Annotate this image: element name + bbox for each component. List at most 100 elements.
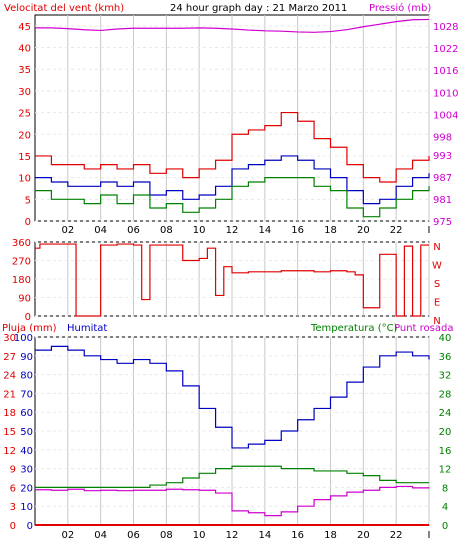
pressure-tick-label: 981: [433, 195, 452, 206]
wind-tick-label: 0: [25, 217, 31, 228]
time-tick-label: 02: [61, 530, 74, 541]
rain-tick-label: 6: [10, 483, 16, 494]
time-tick-label: I: [428, 530, 431, 541]
rain-tick-label: 0: [10, 521, 16, 532]
pressure-axis-title: Pressió (mb): [369, 2, 431, 14]
time-tick-label: 20: [357, 530, 370, 541]
wind-tick-label: 20: [18, 130, 31, 141]
time-tick-label: 08: [160, 530, 173, 541]
temperature-series: [35, 465, 429, 488]
temperature-tick-label: 0: [442, 521, 448, 532]
rain-tick-label: 12: [3, 446, 16, 457]
wind-tick-label: 10: [18, 174, 31, 185]
wind-tick-label: 45: [18, 22, 31, 33]
direction-tick-label: 90: [18, 294, 31, 305]
wind-tick-label: 30: [18, 87, 31, 98]
time-tick-label: 10: [193, 225, 206, 236]
pressure-tick-label: 993: [433, 151, 452, 162]
time-tick-label: 18: [324, 225, 337, 236]
humidity-axis-title: Humitat: [67, 323, 107, 334]
time-tick-label: 14: [258, 225, 271, 236]
time-tick-label: I: [428, 225, 431, 236]
temperature-tick-label: 32: [439, 371, 452, 382]
humidity-tick-label: 80: [20, 371, 33, 382]
time-tick-label: 04: [94, 225, 107, 236]
temperature-tick-label: 20: [439, 427, 452, 438]
wind-axis-title: Velocitat del vent (kmh): [4, 3, 124, 14]
humidity-tick-label: 60: [20, 408, 33, 419]
time-tick-label: 12: [226, 225, 239, 236]
time-tick-label: 22: [390, 530, 403, 541]
compass-label: N: [433, 242, 440, 253]
humidity-tick-label: 100: [14, 333, 33, 344]
rain-tick-label: 24: [3, 371, 16, 382]
time-tick-label: 08: [160, 225, 173, 236]
direction-tick-label: 180: [12, 275, 31, 286]
pressure-tick-label: 987: [433, 173, 452, 184]
humidity-tick-label: 10: [20, 502, 33, 513]
rain-tick-label: 18: [3, 408, 16, 419]
time-tick-label: 12: [226, 530, 239, 541]
time-tick-label: 16: [291, 530, 304, 541]
humidity-tick-label: 0: [27, 521, 33, 532]
direction-tick-label: 360: [12, 238, 31, 249]
rain-tick-label: 9: [10, 465, 16, 476]
humidity-tick-label: 50: [20, 427, 33, 438]
compass-label: E: [434, 298, 440, 309]
time-tick-label: 06: [127, 225, 140, 236]
pressure-tick-label: 1004: [433, 110, 458, 121]
pressure-tick-label: 1016: [433, 66, 458, 77]
time-tick-label: 16: [291, 225, 304, 236]
direction-tick-label: 270: [12, 257, 31, 268]
rain-tick-label: 30: [3, 333, 16, 344]
temperature-tick-label: 4: [442, 502, 448, 513]
temperature-tick-label: 24: [439, 408, 452, 419]
dewpoint-series: [35, 485, 430, 517]
time-tick-label: 22: [390, 225, 403, 236]
time-tick-label: 18: [324, 530, 337, 541]
direction-series: [35, 243, 429, 317]
humidity-tick-label: 40: [20, 446, 33, 457]
time-tick-label: 06: [127, 530, 140, 541]
humidity-tick-label: 90: [20, 352, 33, 363]
humidity-tick-label: 70: [20, 389, 33, 400]
rain-axis-title: Pluja (mm): [2, 323, 57, 334]
temperature-tick-label: 40: [439, 333, 452, 344]
direction-tick-label: 0: [25, 312, 31, 323]
time-tick-label: 04: [94, 530, 107, 541]
humidity-series: [35, 345, 430, 449]
compass-label: S: [434, 279, 440, 290]
rain-tick-label: 3: [10, 502, 16, 513]
temperature-tick-label: 8: [442, 483, 448, 494]
pressure-tick-label: 998: [433, 132, 452, 143]
wind-tick-label: 40: [18, 44, 31, 55]
temperature-tick-label: 28: [439, 389, 452, 400]
pressure-series: [35, 18, 430, 33]
pressure-tick-label: 1028: [433, 22, 458, 33]
humidity-tick-label: 30: [20, 465, 33, 476]
chart-title: 24 hour graph day : 21 Marzo 2011: [170, 3, 347, 14]
pressure-tick-label: 1010: [433, 88, 458, 99]
compass-label: W: [432, 261, 442, 272]
pressure-tick-label: 1022: [433, 44, 458, 55]
temperature-tick-label: 12: [439, 465, 452, 476]
time-tick-label: 02: [61, 225, 74, 236]
wind-tick-label: 5: [25, 195, 31, 206]
wind_avg2-series: [35, 177, 430, 218]
wind-tick-label: 15: [18, 152, 31, 163]
wind_gust-series: [35, 111, 430, 183]
wind-tick-label: 25: [18, 109, 31, 120]
compass-label: N: [433, 316, 440, 327]
time-tick-label: 14: [258, 530, 271, 541]
dewpoint-axis-title: Punt rosada: [394, 323, 453, 334]
time-tick-label: 10: [193, 530, 206, 541]
rain-tick-label: 27: [3, 352, 16, 363]
wind-tick-label: 35: [18, 65, 31, 76]
humidity-tick-label: 20: [20, 483, 33, 494]
temperature-tick-label: 36: [439, 352, 452, 363]
temperature-axis-title: Temperatura (°C): [310, 323, 398, 334]
plot-layer: 0510152025303540459759819879939981004101…: [3, 14, 458, 541]
temperature-tick-label: 16: [439, 446, 452, 457]
